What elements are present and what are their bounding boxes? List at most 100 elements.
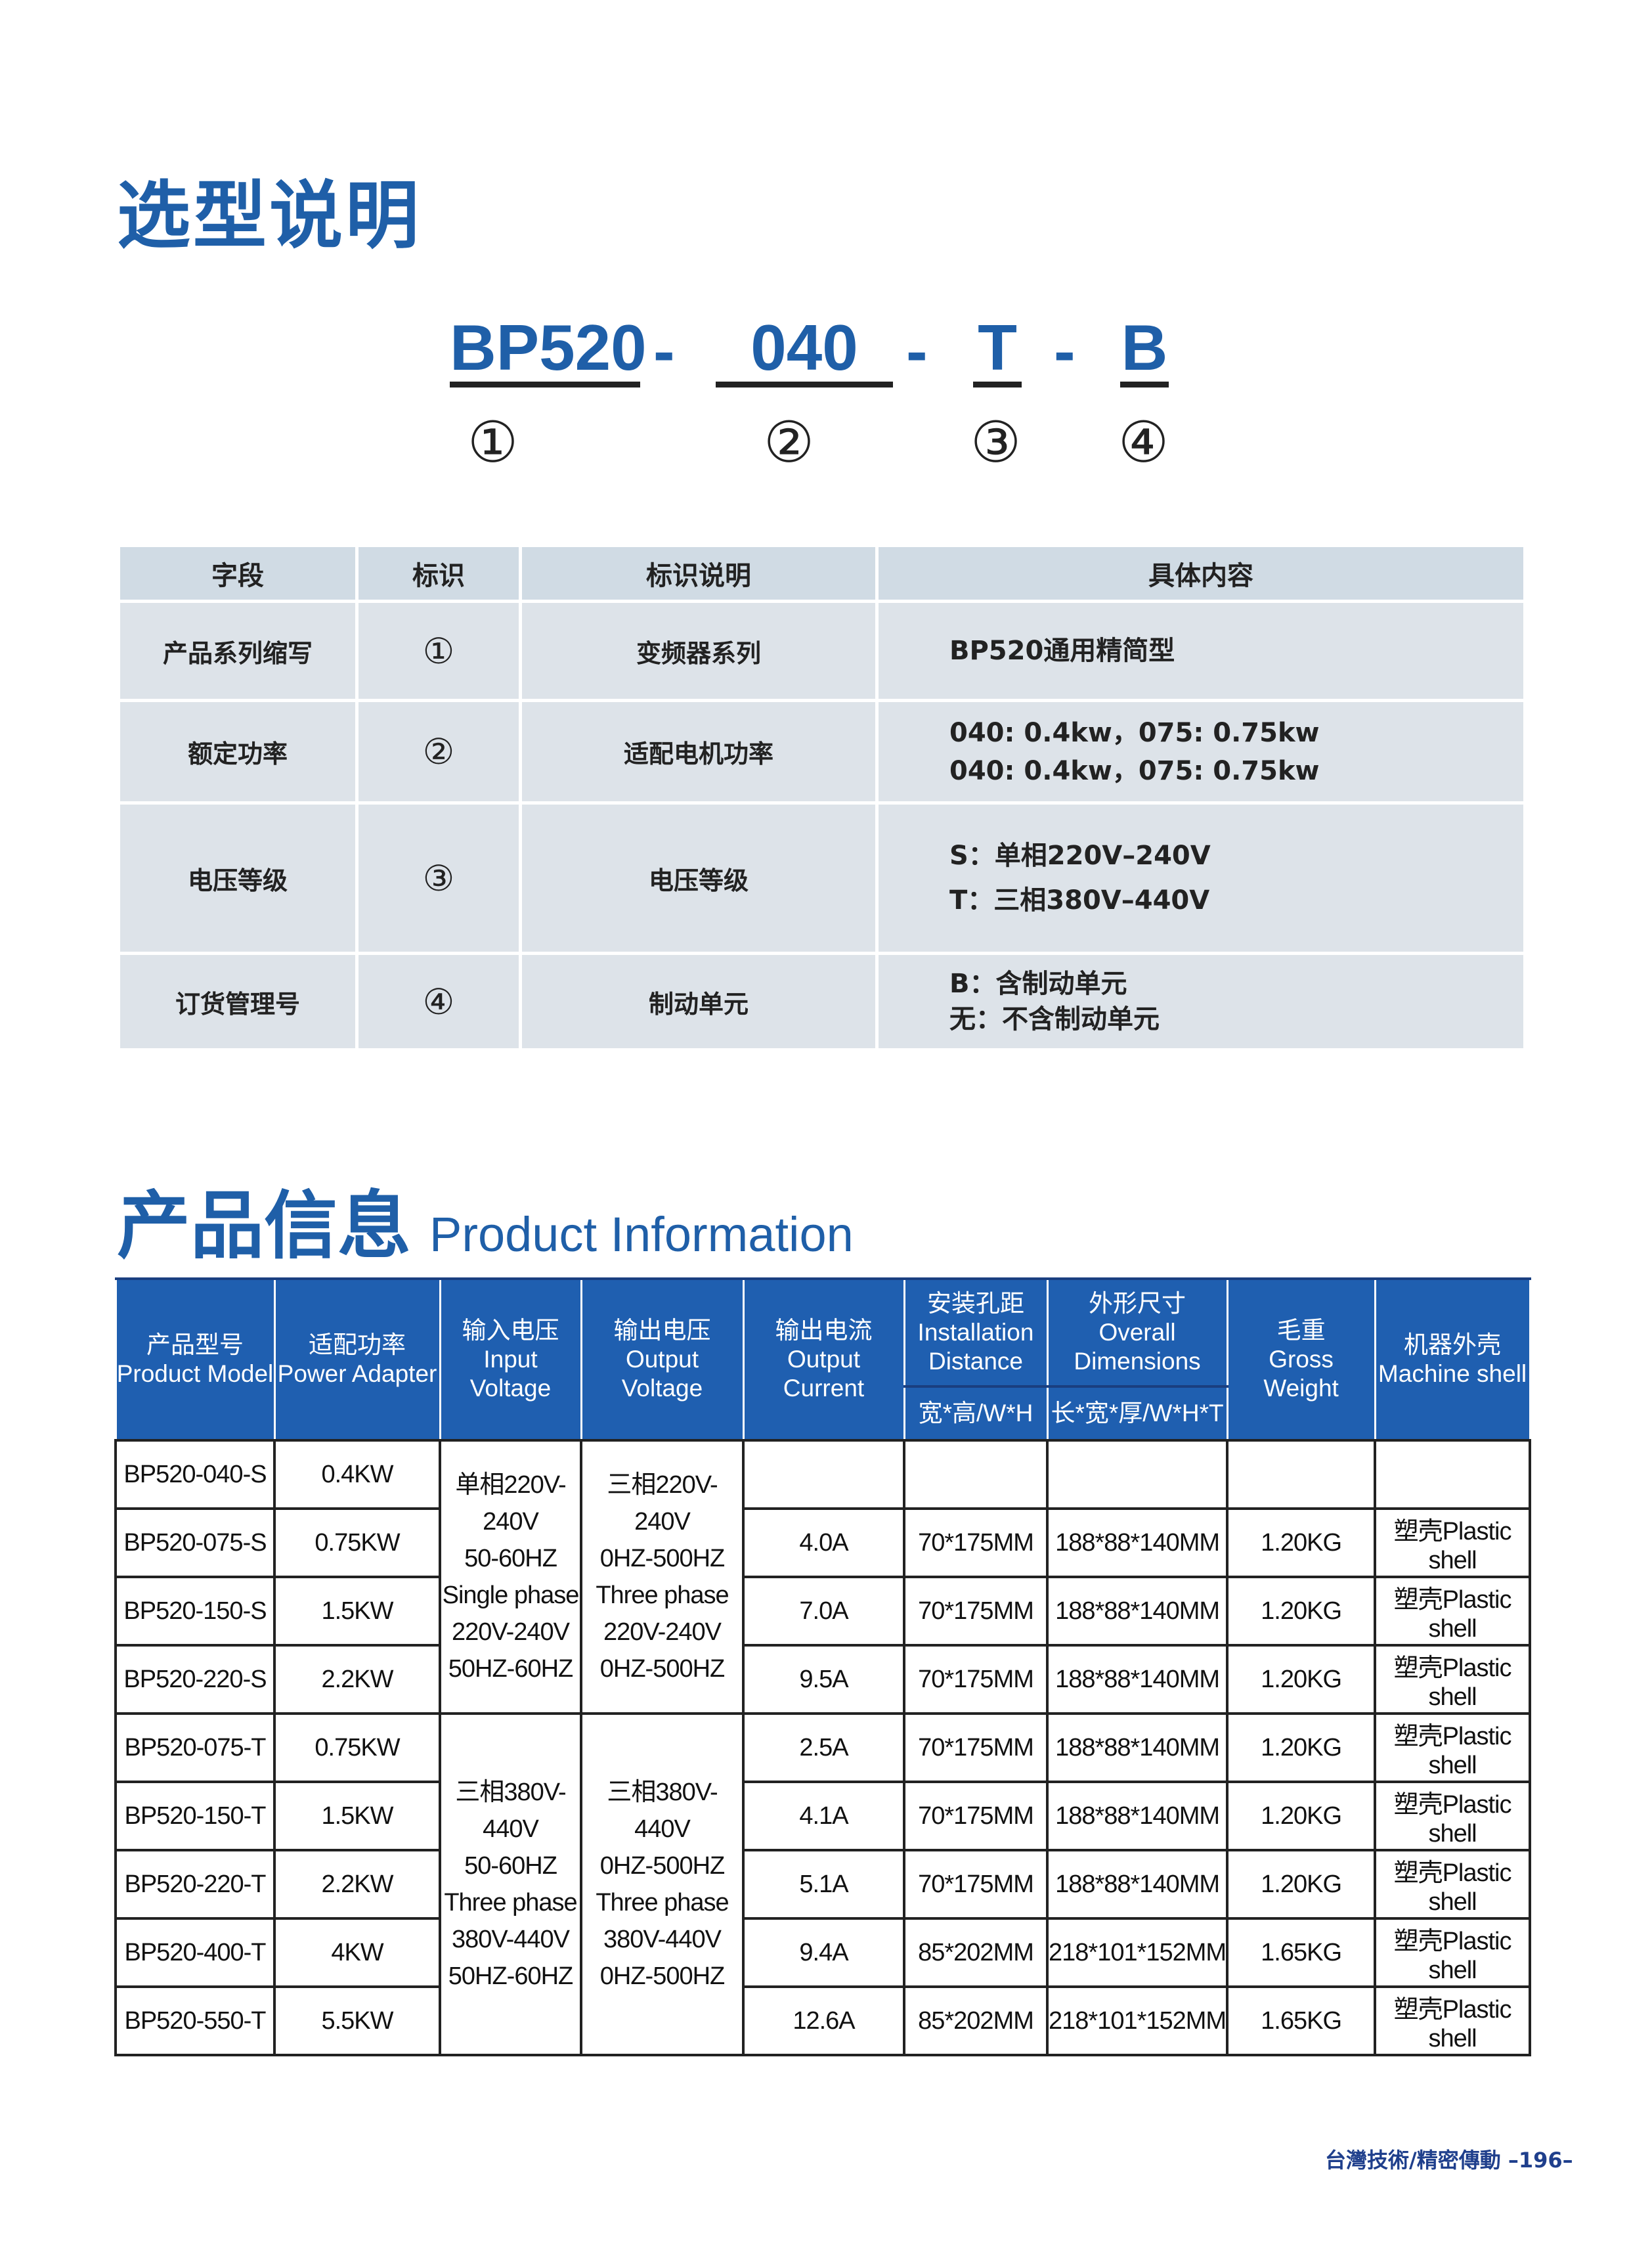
header-cell: 具体内容 (875, 544, 1527, 603)
content-cell: S：单相220V–240V T：三相380V–440V (875, 801, 1527, 955)
table-header-row: 产品型号 Product Model 适配功率 Power Adapter 输入电压 In… (114, 1277, 1531, 1442)
table-row: 额定功率 ② 适配电机功率 040: 0.4kw，075: 0.75kw 040:… (117, 699, 1527, 805)
current-cell: 2.5A (742, 1712, 905, 1783)
dims-cell (1045, 1439, 1229, 1510)
weight-cell: 1.20KG (1226, 1576, 1377, 1647)
weight-cell (1226, 1439, 1377, 1510)
section-title-selection: 选型说明 (117, 173, 422, 259)
marker-1: ① (467, 410, 519, 476)
code-part-brake: B (1120, 314, 1169, 387)
voltage-line: 三相220V- (607, 1471, 718, 1499)
table-row: BP520-075-T 0.75KW 三相380V- 440V 50-60HZ Three… (114, 1712, 1531, 2056)
header-cell: 字段 (117, 544, 359, 603)
install-cell: 70*175MM (903, 1644, 1049, 1715)
output-voltage-cell: 三相220V- 240V 0HZ-500HZ Three phase 220V-240V… (580, 1439, 745, 1715)
install-cell: 70*175MM (903, 1849, 1049, 1920)
voltage-line: 380V-440V (451, 1926, 570, 1953)
power-cell: 2.2KW (273, 1644, 441, 1715)
subheader-cell: 宽*高/W*H (903, 1385, 1049, 1442)
page-footer: 台灣技術/精密傳動 –196– (1325, 2144, 1573, 2174)
dims-cell: 218*101*152MM (1045, 1917, 1229, 1988)
field-cell: 额定功率 (117, 699, 359, 805)
voltage-line: 三相380V- (607, 1779, 718, 1806)
table-row: BP520-220-S 2.2KW 9.5A 70*175MM 188*88*140MM… (114, 1644, 1531, 1715)
table-row: 产品系列缩写 ① 变频器系列 BP520通用精简型 (117, 600, 1527, 702)
voltage-line: 三相380V- (455, 1779, 566, 1806)
weight-cell: 1.20KG (1226, 1781, 1377, 1851)
shell-cell: 塑壳Plastic shell (1374, 1576, 1531, 1647)
dims-cell: 188*88*140MM (1045, 1849, 1229, 1920)
voltage-line: Single phase (442, 1582, 580, 1609)
power-cell: 0.75KW (273, 1712, 441, 1783)
table-row: BP520-550-T 5.5KW 12.6A 85*202MM 218*101*152… (114, 1985, 1531, 2056)
content-line: 040: 0.4kw，075: 0.75kw (949, 717, 1320, 748)
title-en: Product Information (429, 1207, 854, 1262)
weight-cell: 1.20KG (1226, 1507, 1377, 1578)
dims-cell: 188*88*140MM (1045, 1781, 1229, 1851)
header-en: Product Model (116, 1360, 274, 1387)
voltage-line: 240V (483, 1508, 539, 1536)
voltage-line: 380V-440V (603, 1926, 722, 1953)
field-cell: 产品系列缩写 (117, 600, 359, 702)
dims-cell: 188*88*140MM (1045, 1507, 1229, 1578)
header-cell: 输入电压 Input Voltage (439, 1277, 582, 1442)
header-cell: 标识 (355, 544, 522, 603)
header-cn: 机器外壳 (1404, 1331, 1502, 1358)
header-en: Input Voltage (469, 1346, 552, 1402)
voltage-line: 0HZ-500HZ (599, 1655, 726, 1683)
install-cell (903, 1439, 1049, 1510)
shell-cell: 塑壳Plastic shell (1374, 1507, 1531, 1578)
voltage-line: Three phase (444, 1889, 577, 1916)
page-number: –196– (1508, 2148, 1573, 2173)
voltage-line: 220V-240V (603, 1618, 722, 1646)
header-en: Installation Distance (917, 1319, 1034, 1375)
voltage-line: 240V (634, 1508, 691, 1536)
header-en: Power Adapter (277, 1360, 437, 1387)
desc-cell: 变频器系列 (519, 600, 879, 702)
voltage-line: Three phase (596, 1582, 729, 1609)
header-cn: 输出电流 (775, 1317, 873, 1344)
content-line: S：单相220V–240V (949, 841, 1211, 871)
header-en: Output Current (783, 1346, 865, 1402)
code-part-series: BP520 (450, 314, 647, 387)
header-en: Output Voltage (621, 1346, 703, 1402)
header-cn: 安装孔距 (927, 1290, 1024, 1317)
table-row: BP520-075-S 0.75KW 4.0A 70*175MM 188*88*140M… (114, 1507, 1531, 1578)
table-row: 订货管理号 ④ 制动单元 B：含制动单元 无：不含制动单元 (117, 952, 1527, 1052)
content-cell: B：含制动单元 无：不含制动单元 (875, 952, 1527, 1052)
content-line: BP520通用精简型 (949, 636, 1175, 666)
table-subheader-row: 宽*高/W*H 长*宽*厚/W*H*T (116, 1385, 1530, 1442)
current-cell: 5.1A (742, 1849, 905, 1920)
power-cell: 1.5KW (273, 1781, 441, 1851)
marker-cell: ④ (355, 952, 522, 1052)
header-cell: 产品型号 Product Model (114, 1277, 276, 1442)
shell-cell: 塑壳Plastic shell (1374, 1985, 1531, 2056)
header-cell: 外形尺寸 Overall Dimensions (1046, 1277, 1228, 1388)
code-separator: - (906, 315, 928, 387)
header-cn: 输入电压 (462, 1317, 559, 1344)
dims-cell: 188*88*140MM (1045, 1712, 1229, 1783)
selection-table: 字段 标识 标识说明 具体内容 产品系列缩写 ① 变频器系列 BP520通用精简… (117, 544, 1527, 1052)
field-cell: 订货管理号 (117, 952, 359, 1052)
subheader-cell: 长*宽*厚/W*H*T (1046, 1385, 1228, 1442)
weight-cell: 1.20KG (1226, 1712, 1377, 1783)
dims-cell: 188*88*140MM (1045, 1576, 1229, 1647)
header-cell: 适配功率 Power Adapter (273, 1277, 441, 1442)
model-cell: BP520-150-S (114, 1576, 276, 1647)
code-separator: - (1054, 315, 1076, 387)
current-cell: 9.5A (742, 1644, 905, 1715)
install-cell: 70*175MM (903, 1781, 1049, 1851)
current-cell: 4.0A (742, 1507, 905, 1578)
header-cell: 标识说明 (519, 544, 879, 603)
power-cell: 0.4KW (273, 1439, 441, 1510)
product-table: 产品型号 Product Model 适配功率 Power Adapter 输入电压 In… (114, 1277, 1531, 2056)
content-line: 040: 0.4kw，075: 0.75kw (949, 755, 1320, 786)
voltage-line: Three phase (596, 1889, 729, 1916)
table-row: BP520-400-T 4KW 9.4A 85*202MM 218*101*152MM 1… (114, 1917, 1531, 1988)
voltage-line: 50HZ-60HZ (448, 1655, 574, 1683)
header-cn: 适配功率 (309, 1331, 406, 1358)
header-cell: 输出电流 Output Current (742, 1277, 905, 1442)
model-cell: BP520-040-S (114, 1439, 276, 1510)
header-cn: 产品型号 (146, 1331, 244, 1358)
model-cell: BP520-150-T (114, 1781, 276, 1851)
